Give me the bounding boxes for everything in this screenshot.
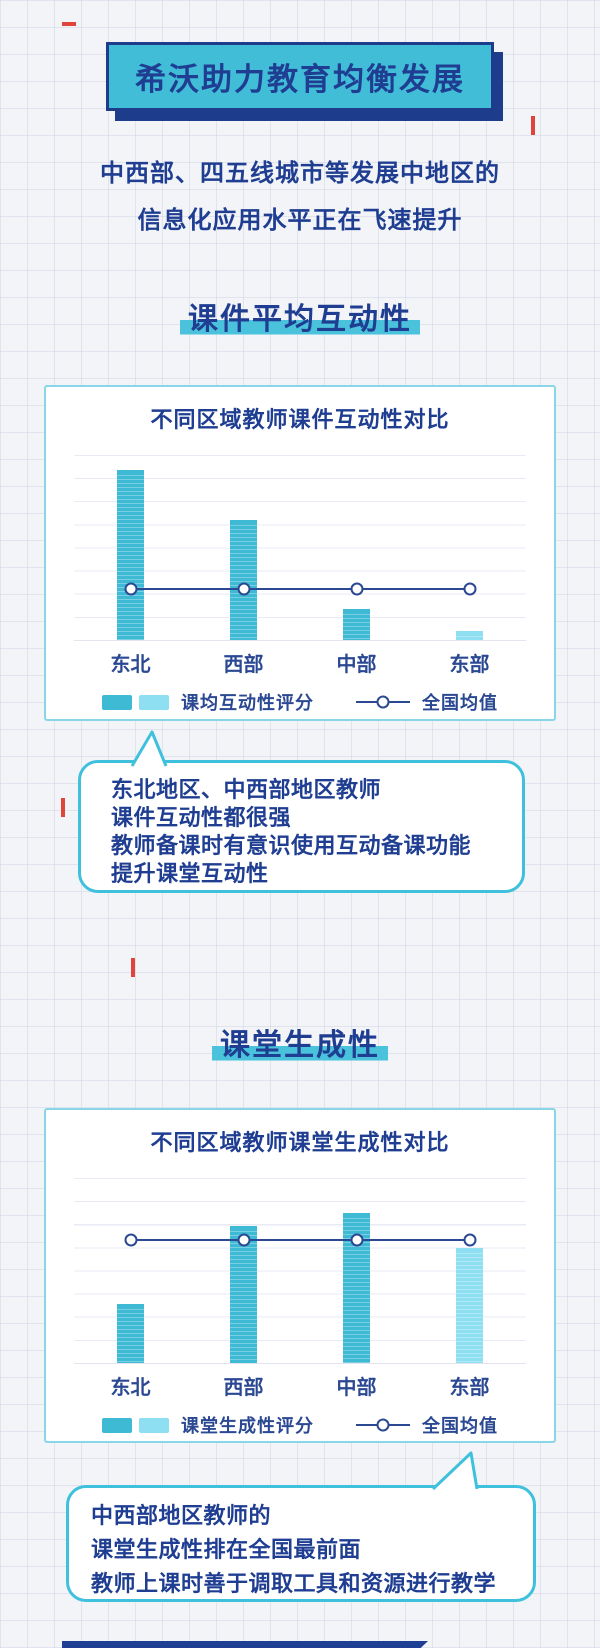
bar-column bbox=[187, 455, 300, 641]
intro-line-1: 中西部、四五线城市等发展中地区的 bbox=[100, 160, 500, 187]
legend-swatch-dark bbox=[102, 694, 132, 710]
legend-line-dot bbox=[376, 695, 390, 709]
footer-ribbon-fragment bbox=[62, 1641, 428, 1648]
average-line-marker bbox=[463, 1233, 476, 1247]
bar-西部 bbox=[230, 1226, 257, 1363]
category-label: 东部 bbox=[449, 654, 490, 676]
category-label: 东部 bbox=[449, 1377, 490, 1399]
section-heading-courseware-interactivity: 课件平均互动性 bbox=[0, 294, 600, 338]
main-title: 希沃助力教育均衡发展 bbox=[135, 62, 465, 97]
section-heading-class-generativity: 课堂生成性 bbox=[0, 1020, 600, 1064]
average-line-marker bbox=[237, 1233, 250, 1247]
category-label: 东北 bbox=[110, 654, 151, 676]
category-label: 东北 bbox=[110, 1377, 151, 1399]
bar-column bbox=[300, 1178, 413, 1363]
average-line-marker bbox=[350, 1233, 363, 1247]
legend-line-label: 全国均值 bbox=[422, 693, 498, 713]
intro-text: 中西部、四五线城市等发展中地区的 信息化应用水平正在飞速提升 bbox=[0, 150, 600, 244]
callout-line: 教师上课时善于调取工具和资源进行教学 bbox=[91, 1571, 497, 1596]
chart-plot-area bbox=[74, 455, 526, 641]
average-line-marker bbox=[124, 582, 137, 596]
bar-column bbox=[74, 1178, 187, 1364]
section-heading-text: 课件平均互动性 bbox=[180, 303, 420, 336]
legend-line-marker-icon bbox=[356, 695, 410, 709]
bar-column bbox=[413, 455, 526, 641]
category-label: 西部 bbox=[223, 654, 264, 676]
bar-东北 bbox=[117, 469, 144, 641]
red-accent-dash bbox=[531, 116, 535, 135]
chart-title: 不同区域教师课堂生成性对比 bbox=[150, 1130, 450, 1155]
callout-line: 课堂生成性排在全国最前面 bbox=[91, 1537, 362, 1562]
legend-line-label: 全国均值 bbox=[422, 1416, 498, 1436]
category-label: 西部 bbox=[223, 1377, 264, 1399]
red-accent-dash bbox=[131, 958, 135, 977]
chart-card-courseware-interactivity: 不同区域教师课件互动性对比 东北 西部 中部 东部 课均互动性评分 全国均值 bbox=[44, 385, 556, 721]
category-label: 中部 bbox=[336, 654, 377, 676]
average-line-marker bbox=[463, 582, 476, 596]
chart-legend: 课均互动性评分 全国均值 bbox=[46, 689, 554, 715]
bar-东部 bbox=[456, 630, 483, 641]
legend-bar-label: 课堂生成性评分 bbox=[181, 1416, 314, 1436]
intro-line-2: 信息化应用水平正在飞速提升 bbox=[137, 207, 463, 234]
main-title-banner: 希沃助力教育均衡发展 bbox=[106, 42, 494, 111]
bubble-tail-icon bbox=[130, 730, 168, 767]
red-accent-dash bbox=[61, 798, 65, 817]
bars-group bbox=[74, 1178, 526, 1364]
chart-legend: 课堂生成性评分 全国均值 bbox=[46, 1412, 554, 1438]
category-axis: 东北 西部 中部 东部 bbox=[74, 1371, 526, 1400]
national-average-line bbox=[124, 1233, 476, 1247]
legend-swatch-light bbox=[139, 694, 169, 710]
chart-title: 不同区域教师课件互动性对比 bbox=[150, 407, 450, 432]
bar-中部 bbox=[343, 608, 370, 641]
chart-card-class-generativity: 不同区域教师课堂生成性对比 东北 西部 中部 东部 课堂生成性评分 全国均值 bbox=[44, 1108, 556, 1443]
bar-column bbox=[187, 1178, 300, 1363]
legend-swatch-dark bbox=[102, 1417, 132, 1433]
section-heading-text: 课堂生成性 bbox=[212, 1029, 388, 1062]
legend-line-marker-icon bbox=[356, 1418, 410, 1432]
callout-bubble-generativity: 中西部地区教师的 课堂生成性排在全国最前面 教师上课时善于调取工具和资源进行教学 bbox=[66, 1485, 536, 1602]
average-line-marker bbox=[237, 582, 250, 596]
chart-plot-area bbox=[74, 1178, 526, 1364]
legend-swatch-light bbox=[139, 1417, 169, 1433]
bar-东北 bbox=[117, 1303, 144, 1364]
category-axis: 东北 西部 中部 东部 bbox=[74, 648, 526, 677]
legend-bar-label: 课均互动性评分 bbox=[181, 693, 314, 713]
bar-column bbox=[300, 455, 413, 641]
bar-column bbox=[413, 1178, 526, 1363]
category-label: 中部 bbox=[336, 1377, 377, 1399]
bubble-tail-icon bbox=[431, 1451, 479, 1490]
callout-line: 中西部地区教师的 bbox=[91, 1503, 272, 1528]
callout-line: 教师备课时有意识使用互动备课功能 bbox=[111, 833, 472, 858]
bar-西部 bbox=[230, 519, 257, 641]
legend-line-dot bbox=[376, 1418, 390, 1432]
callout-line: 课件互动性都很强 bbox=[111, 805, 292, 830]
bars-group bbox=[74, 455, 526, 641]
callout-line: 提升课堂互动性 bbox=[111, 861, 269, 886]
bar-东部 bbox=[456, 1248, 483, 1363]
average-line-marker bbox=[350, 582, 363, 596]
national-average-line bbox=[124, 582, 476, 596]
red-accent-dash bbox=[62, 22, 76, 26]
average-line-marker bbox=[124, 1233, 137, 1247]
bar-column bbox=[74, 455, 187, 641]
callout-bubble-interactivity: 东北地区、中西部地区教师 课件互动性都很强 教师备课时有意识使用互动备课功能 提… bbox=[78, 760, 525, 893]
callout-line: 东北地区、中西部地区教师 bbox=[111, 777, 382, 802]
